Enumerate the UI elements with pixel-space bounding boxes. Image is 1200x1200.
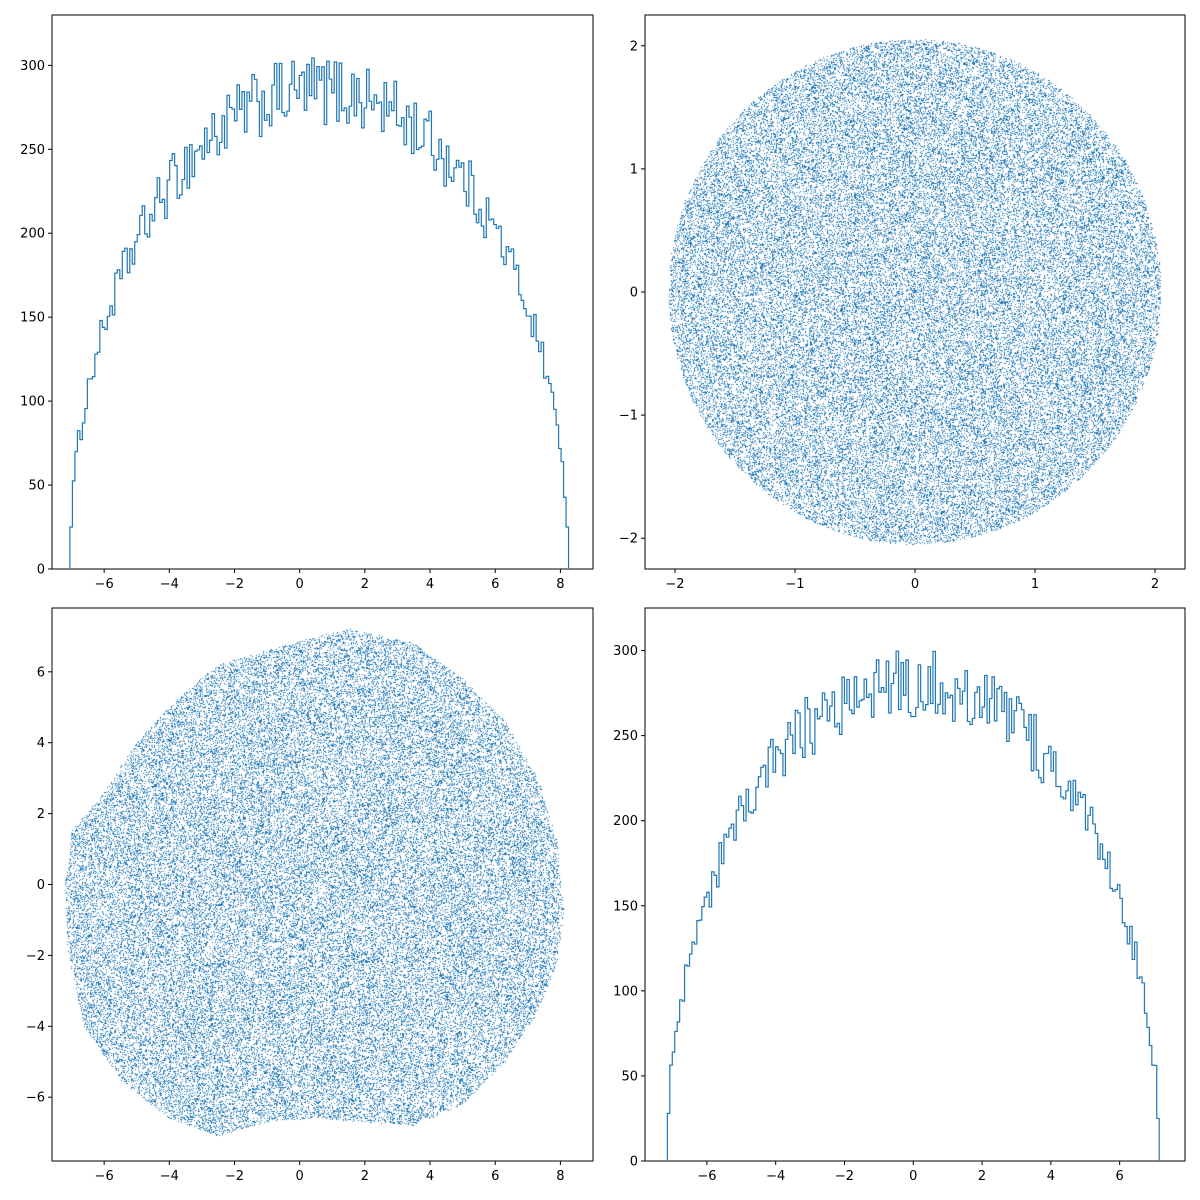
x-tick-label: 6 [491, 577, 499, 592]
axes-frame [644, 607, 1186, 1162]
y-tick-label: 50 [28, 479, 45, 494]
x-tick-label: −1 [785, 577, 804, 592]
y-tick-label: 4 [37, 736, 45, 751]
x-tick-label: −2 [225, 1169, 244, 1184]
y-tick-label: −1 [619, 409, 638, 424]
panel-bottom-right: −6 −4 −2 0 2 4 6 0 50 100 150 200 250 300 [613, 607, 1186, 1184]
y-tick-label: 2 [630, 39, 638, 54]
x-tick-label: −2 [225, 577, 244, 592]
y-tick-label: 1 [630, 162, 638, 177]
x-tick-label: 0 [911, 577, 919, 592]
x-tick-label: 4 [1047, 1169, 1055, 1184]
histogram-step-3 [666, 650, 1160, 1161]
y-tick-label: 250 [613, 729, 638, 744]
x-tick-label: 2 [361, 577, 369, 592]
x-tick-label: −2 [665, 577, 684, 592]
panel-top-right: −2 −1 0 1 2 −2 −1 0 1 2 [619, 14, 1186, 592]
y-tick-label: 0 [37, 563, 45, 578]
y-tick-label: 200 [20, 227, 45, 242]
panel-bottom-left: −6 −4 −2 0 2 4 6 8 −6 −4 −2 0 2 4 6 [26, 607, 594, 1184]
x-tick-label: −4 [160, 1169, 179, 1184]
y-tick-label: 0 [630, 286, 638, 301]
x-tick-label: −4 [766, 1169, 785, 1184]
y-tick-label: −6 [26, 1091, 45, 1106]
y-tick-label: 100 [20, 395, 45, 410]
x-tick-label: 0 [296, 1169, 304, 1184]
y-tick-label: 2 [37, 807, 45, 822]
axes-frame [51, 14, 594, 570]
y-tick-label: −2 [26, 949, 45, 964]
y-tick-label: −2 [619, 532, 638, 547]
x-tick-label: −2 [835, 1169, 854, 1184]
x-tick-label: 4 [426, 1169, 434, 1184]
y-tick-label: −4 [26, 1020, 45, 1035]
x-tick-label: 8 [556, 1169, 564, 1184]
x-tick-label: 1 [1031, 577, 1039, 592]
y-tick-label: 0 [37, 878, 45, 893]
x-tick-label: 6 [1116, 1169, 1124, 1184]
x-tick-label: −6 [95, 577, 114, 592]
y-tick-label: 300 [613, 644, 638, 659]
x-tick-label: −4 [160, 577, 179, 592]
x-tick-label: −6 [697, 1169, 716, 1184]
y-tick-label: 200 [613, 814, 638, 829]
x-tick-label: 2 [978, 1169, 986, 1184]
y-tick-label: 150 [20, 311, 45, 326]
y-tick-label: 100 [613, 984, 638, 999]
x-tick-label: 0 [296, 577, 304, 592]
x-tick-label: 8 [556, 577, 564, 592]
y-tick-label: 300 [20, 59, 45, 74]
x-tick-label: 0 [909, 1169, 917, 1184]
panel-top-left: −6 −4 −2 0 2 4 6 8 0 50 100 150 200 250 300 [20, 14, 594, 592]
x-tick-label: 6 [491, 1169, 499, 1184]
x-tick-label: 2 [1151, 577, 1159, 592]
y-tick-label: 6 [37, 665, 45, 680]
y-tick-label: 50 [621, 1069, 638, 1084]
x-tick-label: 2 [361, 1169, 369, 1184]
histogram-step-0 [69, 57, 570, 569]
axes-0: −6 −4 −2 0 2 4 6 8 0 50 100 150 200 250 300 [20, 14, 594, 592]
y-tick-label: 150 [613, 899, 638, 914]
y-tick-label: 250 [20, 143, 45, 158]
scatter-points-1 [645, 15, 1185, 569]
axes-3: −6 −4 −2 0 2 4 6 0 50 100 150 200 250 300 [613, 607, 1186, 1184]
x-tick-label: 4 [426, 577, 434, 592]
scatter-points-2 [52, 608, 593, 1161]
y-tick-label: 0 [630, 1155, 638, 1170]
x-tick-label: −6 [95, 1169, 114, 1184]
